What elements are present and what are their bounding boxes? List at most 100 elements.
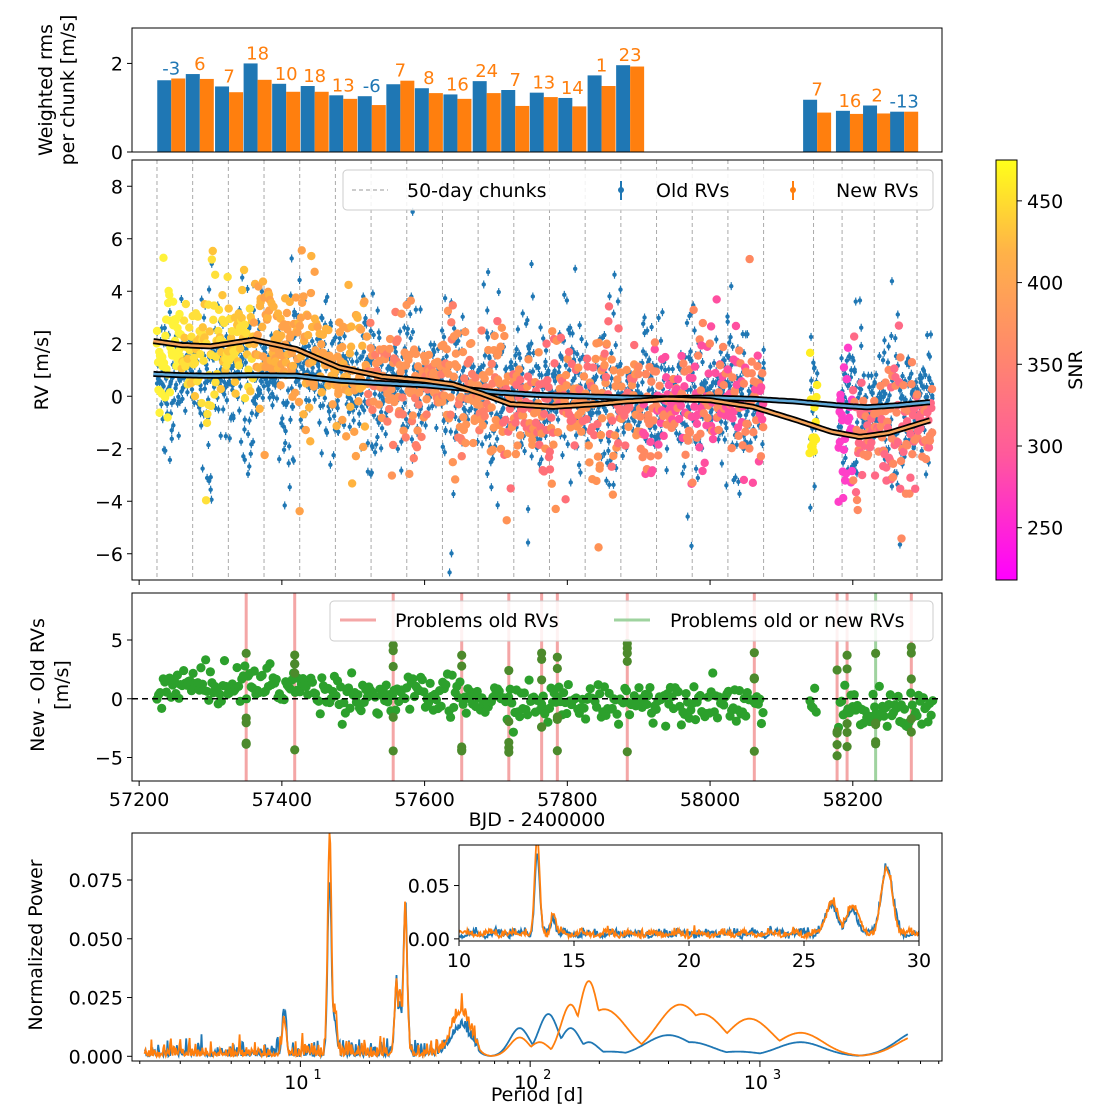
new-rv-point: [689, 305, 698, 315]
old-rv-point: [167, 309, 173, 315]
old-rv-point: [526, 346, 532, 352]
new-rv-point: [627, 381, 637, 390]
old-rv-point: [692, 328, 697, 333]
new-rv-point: [360, 422, 370, 431]
new-rv-point: [704, 369, 713, 378]
old-rv-point: [693, 466, 699, 472]
new-rv-point: [662, 373, 671, 382]
new-rv-point: [609, 366, 618, 375]
new-rv-point: [688, 373, 697, 383]
old-rv-point: [621, 430, 626, 435]
new-rv-point: [870, 396, 879, 406]
new-rv-point: [849, 476, 858, 485]
new-rv-point: [358, 341, 367, 351]
old-rv-point: [370, 444, 375, 450]
rms-bar-old: [863, 105, 878, 152]
new-rv-point: [359, 442, 368, 452]
old-rv-point: [615, 299, 621, 304]
old-rv-point: [689, 543, 694, 549]
rms-bar-new: [229, 92, 244, 152]
new-rv-point: [461, 438, 470, 448]
new-rv-point: [351, 451, 361, 461]
new-rv-point: [450, 475, 460, 484]
new-rv-point: [190, 392, 200, 401]
old-rv-point: [714, 337, 719, 342]
old-rv-point: [543, 363, 548, 369]
new-rv-point: [562, 381, 571, 390]
new-rv-point: [622, 365, 631, 375]
old-rv-point: [442, 450, 447, 455]
old-rv-point: [432, 342, 437, 347]
old-rv-point: [883, 391, 888, 396]
old-rv-point: [854, 459, 859, 465]
old-rv-point: [670, 366, 675, 372]
old-rv-point: [312, 397, 317, 402]
new-rv-point: [458, 347, 468, 357]
old-rv-point: [331, 338, 336, 344]
new-rv-point: [624, 422, 633, 432]
old-rv-point: [419, 420, 424, 425]
new-rv-point: [647, 377, 656, 386]
old-rv-point: [611, 311, 616, 316]
old-rv-point: [179, 296, 184, 302]
old-rv-point: [579, 336, 584, 342]
new-rv-point: [757, 415, 767, 424]
new-rv-point: [446, 410, 455, 419]
old-rv-point: [204, 366, 210, 372]
new-rv-point: [607, 416, 617, 425]
rms-bar-old: [529, 92, 544, 152]
old-rv-point: [316, 363, 321, 369]
old-rv-point: [242, 457, 247, 462]
old-rv-point: [572, 266, 578, 271]
new-rv-point: [493, 316, 502, 326]
new-rv-point: [299, 410, 308, 419]
old-rv-point: [383, 431, 388, 437]
new-rv-point: [374, 400, 384, 409]
old-rv-point: [320, 316, 325, 321]
new-rv-point: [564, 347, 574, 357]
old-rv-point: [208, 487, 213, 492]
old-rv-point: [611, 482, 616, 488]
old-rv-point: [487, 433, 492, 439]
new-rv-point: [549, 440, 558, 449]
old-rv-point: [281, 424, 286, 429]
new-rv-point: [567, 359, 576, 369]
old-rv-point: [530, 294, 536, 299]
new-rv-point: [837, 410, 846, 419]
old-rv-point: [635, 423, 641, 428]
old-rv-point: [919, 448, 925, 454]
old-rv-point: [877, 353, 882, 359]
new-rv-point: [193, 312, 203, 321]
new-rv-point: [582, 354, 592, 363]
new-rv-point: [207, 255, 217, 264]
old-rv-point: [649, 433, 654, 438]
old-rv-point: [849, 368, 854, 373]
old-rv-point: [439, 328, 445, 333]
new-rv-point: [417, 432, 426, 442]
rms-bar-new: [630, 66, 645, 152]
new-rv-point: [503, 449, 512, 459]
new-rv-point: [338, 342, 347, 352]
new-rv-point: [867, 438, 876, 447]
new-rv-point: [304, 403, 314, 412]
old-rv-point: [393, 349, 398, 355]
new-rv-point: [285, 297, 294, 307]
old-rv-point: [554, 410, 559, 415]
new-rv-point: [303, 330, 313, 340]
new-rv-point: [588, 363, 598, 372]
new-rv-point: [604, 302, 614, 311]
new-rv-point: [246, 387, 255, 396]
old-rv-point: [171, 423, 176, 428]
old-rv-point: [643, 352, 649, 357]
old-rv-point: [809, 378, 814, 383]
old-rv-point: [281, 447, 287, 452]
old-rv-point: [573, 433, 579, 438]
old-rv-point: [682, 464, 687, 469]
old-rv-point: [536, 365, 541, 371]
rms-bar-label: 14: [561, 78, 584, 99]
old-rv-point: [522, 448, 527, 454]
old-rv-point: [306, 343, 312, 349]
new-rv-point: [582, 415, 591, 424]
old-rv-point: [408, 335, 413, 341]
new-rv-point: [442, 345, 452, 354]
